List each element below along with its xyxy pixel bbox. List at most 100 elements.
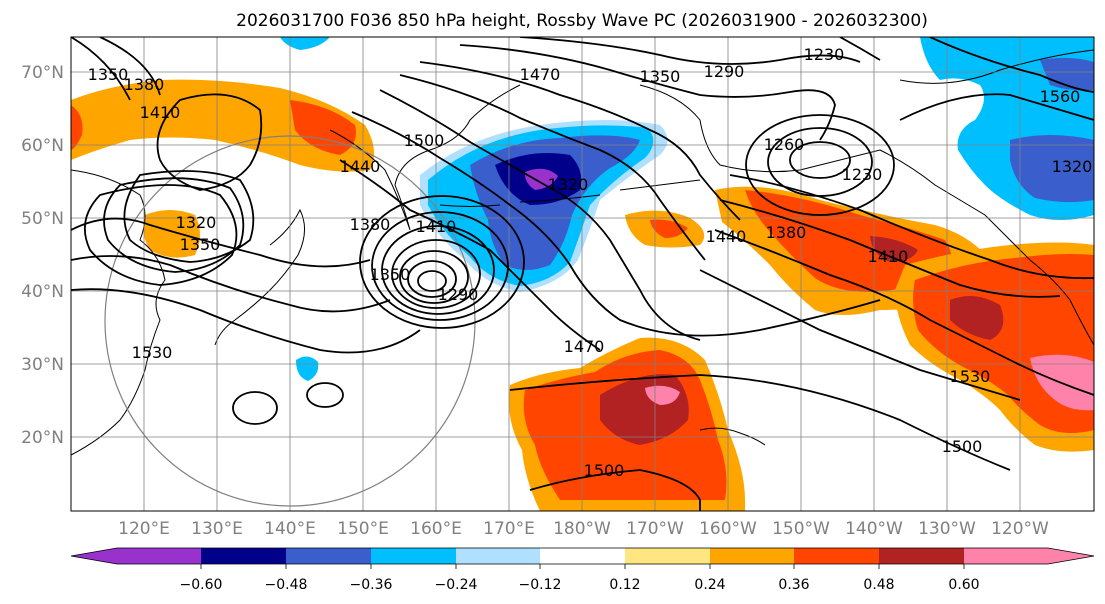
longitude-label: 150°W [772, 519, 830, 539]
map-panel: 1230 1290 1350 1470 1350 1380 1410 1440 … [71, 37, 1094, 511]
contour-label: 1410 [416, 217, 457, 236]
longitude-label: 150°E [337, 519, 389, 539]
anomaly-red-west-edge [71, 105, 83, 150]
height-contour [379, 89, 701, 341]
colorbar-swatch [964, 548, 1048, 564]
longitude-label: 170°E [483, 519, 535, 539]
height-contour [103, 177, 245, 273]
height-contour [71, 255, 391, 313]
colorbar-swatch [1048, 548, 1094, 564]
contour-label: 1530 [950, 367, 991, 386]
height-contour [83, 184, 238, 286]
contour-label: 1500 [584, 461, 625, 480]
colorbar: −0.60 −0.48 −0.36 −0.24 −0.12 0.12 0.24 … [70, 547, 1095, 593]
colorbar-swatch [540, 548, 625, 564]
coastline-kamchatka [329, 84, 521, 231]
height-contour [729, 174, 1094, 280]
contour-label: 1560 [1040, 87, 1081, 106]
height-contour [714, 229, 1094, 396]
colorbar-swatch [710, 548, 794, 564]
longitude-label: 120°W [991, 519, 1049, 539]
positive-anomaly-shading [71, 79, 1094, 511]
anomaly-cyan-north-edge [280, 37, 330, 50]
height-contour [459, 44, 836, 141]
contour-label: 1410 [868, 247, 909, 266]
contour-label: 1350 [88, 65, 129, 84]
cyclone-contour [381, 225, 495, 315]
anomaly-pink-subtropic [645, 385, 680, 405]
colorbar-tick-label: 0.60 [948, 577, 979, 593]
contour-label: 1260 [764, 135, 805, 154]
map-frame [70, 36, 1095, 512]
height-contour [99, 37, 161, 96]
anomaly-cyan-subtropic-small [296, 356, 319, 381]
low-contour-alaska [789, 141, 851, 179]
colorbar-tick-label: 0.12 [609, 577, 640, 593]
contour-label: 1290 [438, 285, 479, 304]
height-contour [419, 61, 741, 221]
longitude-label: 120°E [118, 519, 170, 539]
contour-label: 1470 [520, 65, 561, 84]
coastline-hawaii [699, 427, 766, 446]
anomaly-red-siberia [290, 100, 356, 155]
longitude-labels: 120°E 130°E 140°E 150°E 160°E 170°E 180°… [118, 519, 1049, 539]
longitude-label: 130°W [918, 519, 976, 539]
colorbar-swatch [794, 548, 879, 564]
contour-label: 1230 [804, 45, 845, 64]
coastline-aleutians [439, 179, 701, 207]
contour-label: 1320 [176, 213, 217, 232]
anomaly-purple-kamchatka [524, 168, 558, 190]
latitude-label: 40°N [21, 282, 64, 302]
colorbar-swatch [371, 548, 456, 564]
height-contour [71, 288, 421, 354]
contour-label: 1350 [640, 67, 681, 86]
contour-label: 1350 [180, 235, 221, 254]
range-circle [104, 135, 476, 507]
contour-label: 1320 [548, 175, 589, 194]
anomaly-darkred-westus [950, 296, 1004, 340]
low-contour-alaska [745, 114, 895, 216]
latitude-label: 60°N [21, 136, 64, 156]
colorbar-tick-label: −0.12 [519, 577, 562, 593]
contour-label: 1230 [842, 165, 883, 184]
colorbar-swatch [456, 548, 540, 564]
height-contour [399, 74, 706, 261]
latitude-labels: 70°N 60°N 50°N 40°N 30°N 20°N [21, 63, 64, 448]
colorbar-swatch [71, 548, 117, 564]
contour-label: 1350 [370, 265, 411, 284]
height-contour [509, 374, 1011, 471]
longitude-label: 130°E [191, 519, 243, 539]
cyclone-contour [359, 195, 525, 329]
anomaly-blue-canada [1010, 135, 1094, 203]
contour-label: 1500 [404, 131, 445, 150]
colorbar-tick-label: −0.24 [435, 577, 478, 593]
longitude-label: 160°E [410, 519, 462, 539]
coastline-japan [214, 208, 305, 346]
cyclone-contour [417, 270, 447, 292]
colorbar-tick-label: 0.24 [694, 577, 725, 593]
colorbar-outline [70, 547, 1095, 565]
anomaly-red-alaska [745, 190, 952, 292]
height-contour [71, 37, 131, 101]
cyclone-contour [399, 250, 469, 304]
height-contour [351, 111, 881, 337]
height-contour [719, 199, 1061, 298]
contour-label: 1500 [942, 437, 983, 456]
height-contours [71, 37, 1094, 511]
colorbar-ticks [200, 564, 965, 569]
colorbar-tick-label: −0.48 [265, 577, 308, 593]
colorbar-tick-label: 0.36 [778, 577, 809, 593]
high-contour-subtropic [232, 391, 278, 425]
colorbar-swatch [879, 548, 964, 564]
anomaly-darkred-alaska [870, 236, 918, 262]
colorbar-tick-label: −0.36 [350, 577, 393, 593]
colorbar-swatch [201, 548, 286, 564]
graticule [71, 37, 1094, 511]
height-contour [156, 93, 263, 191]
longitude-label: 160°W [699, 519, 757, 539]
latitude-label: 50°N [21, 209, 64, 229]
height-contour [339, 159, 601, 351]
contour-label: 1470 [564, 337, 605, 356]
colorbar-swatch [286, 548, 371, 564]
